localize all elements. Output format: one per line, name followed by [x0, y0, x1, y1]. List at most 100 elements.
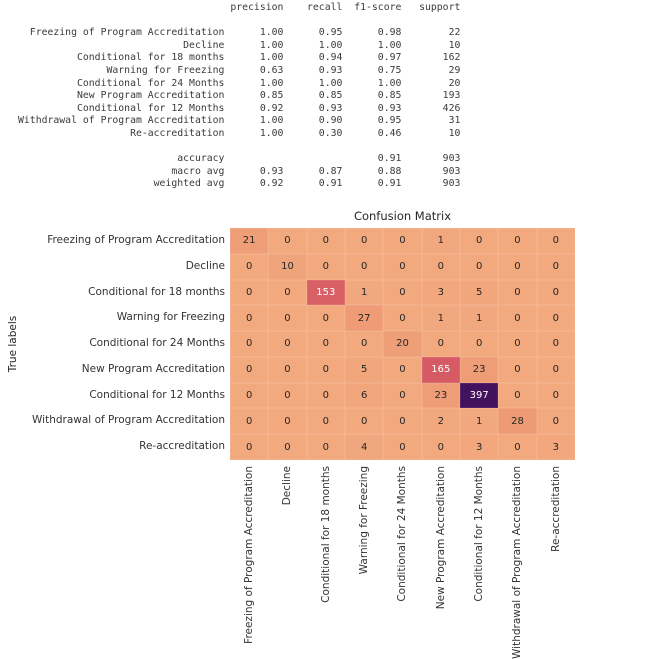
heatmap-cell: 3 — [421, 279, 460, 306]
heatmap-cell: 0 — [306, 356, 345, 383]
y-tick-label: Warning for Freezing — [116, 311, 225, 324]
heatmap-cell: 0 — [383, 279, 422, 306]
heatmap-cell: 0 — [268, 331, 307, 357]
heatmap-cell: 1 — [421, 305, 460, 332]
heatmap-cell: 1 — [459, 408, 499, 435]
x-tick-label-text: Decline — [281, 466, 294, 506]
x-tick-labels: Freezing of Program Accreditation Decline… — [230, 466, 575, 659]
heatmap-cell: 0 — [383, 305, 422, 332]
x-tick-label-text: Conditional for 18 months — [319, 466, 332, 603]
x-tick-label: Freezing of Program Accreditation — [230, 466, 268, 659]
heatmap-cell: 0 — [536, 253, 575, 280]
heatmap-cell: 3 — [459, 434, 499, 460]
heatmap-cell: 0 — [498, 253, 537, 280]
heatmap-cell: 0 — [306, 253, 345, 280]
heatmap-cell: 4 — [344, 434, 384, 460]
y-tick-label: Re-accreditation — [139, 440, 225, 453]
heatmap-cell: 0 — [383, 434, 422, 460]
heatmap-cell: 3 — [536, 434, 575, 460]
heatmap-cell: 5 — [459, 279, 499, 306]
confusion-matrix-heatmap: 21 0 0 0 0 1 0 0 0 0 10 0 0 0 0 0 0 0 0 0 153 1 0 3 5 0 0 0 0 0 27 0 1 1 0… — [230, 228, 575, 460]
heatmap-cell: 0 — [344, 228, 384, 254]
heatmap-cell: 0 — [498, 356, 537, 383]
heatmap-cell: 0 — [536, 408, 575, 435]
heatmap-cell: 0 — [230, 253, 269, 280]
heatmap-cell: 0 — [306, 331, 345, 357]
heatmap-cell: 5 — [344, 356, 384, 383]
heatmap-cell: 0 — [498, 331, 537, 357]
heatmap-cell: 0 — [383, 356, 422, 383]
y-tick-label: New Program Accreditation — [81, 362, 225, 375]
heatmap-cell: 0 — [459, 228, 499, 254]
heatmap-cell: 0 — [230, 331, 269, 357]
heatmap-cell: 0 — [536, 331, 575, 357]
heatmap-cell: 0 — [230, 408, 269, 435]
heatmap-cell: 0 — [230, 279, 269, 306]
x-tick-label-text: Conditional for 12 Months — [473, 466, 486, 602]
heatmap-cell: 0 — [268, 408, 307, 435]
x-tick-label: Re-accreditation — [537, 466, 575, 659]
heatmap-cell: 2 — [421, 408, 460, 435]
x-tick-label-text: Re-accreditation — [549, 466, 562, 552]
x-tick-label-text: New Program Accreditation — [434, 466, 447, 610]
heatmap-cell: 0 — [230, 434, 269, 460]
heatmap-cell: 0 — [306, 408, 345, 435]
y-tick-label: Withdrawal of Program Accreditation — [32, 414, 225, 427]
heatmap-cell: 165 — [421, 356, 460, 383]
heatmap-cell: 0 — [268, 228, 307, 254]
x-tick-label-text: Conditional for 24 Months — [396, 466, 409, 602]
heatmap-cell: 20 — [383, 331, 422, 357]
classification-report: precision recall f1-score support Freezi… — [18, 2, 461, 190]
y-tick-label: Conditional for 18 months — [88, 285, 225, 298]
x-tick-label-text: Warning for Freezing — [358, 466, 371, 575]
heatmap-cell: 0 — [498, 434, 537, 460]
heatmap-cell: 0 — [536, 279, 575, 306]
heatmap-cell: 1 — [344, 279, 384, 306]
heatmap-cell: 0 — [536, 356, 575, 383]
heatmap-cell: 28 — [498, 408, 537, 435]
heatmap-cell: 0 — [498, 382, 537, 409]
heatmap-cell: 0 — [383, 382, 422, 409]
x-tick-label: Decline — [268, 466, 306, 659]
heatmap-cell: 10 — [268, 253, 307, 280]
heatmap-cell: 0 — [268, 305, 307, 332]
heatmap-cell: 21 — [230, 228, 269, 254]
x-tick-label: Conditional for 18 months — [307, 466, 345, 659]
heatmap-cell: 0 — [306, 434, 345, 460]
heatmap-cell: 23 — [459, 356, 499, 383]
x-tick-label: New Program Accreditation — [422, 466, 460, 659]
heatmap-cell: 6 — [344, 382, 384, 409]
x-tick-label: Withdrawal of Program Accreditation — [498, 466, 536, 659]
heatmap-cell: 0 — [498, 279, 537, 306]
heatmap-cell: 1 — [459, 305, 499, 332]
heatmap-cell: 0 — [268, 382, 307, 409]
heatmap-cell: 1 — [421, 228, 460, 254]
x-tick-label: Warning for Freezing — [345, 466, 383, 659]
heatmap-cell: 0 — [421, 434, 460, 460]
y-tick-label: Decline — [185, 259, 225, 272]
heatmap-cell: 0 — [498, 228, 537, 254]
x-tick-label-text: Withdrawal of Program Accreditation — [511, 466, 524, 659]
heatmap-cell: 0 — [459, 253, 499, 280]
heatmap-cell: 0 — [306, 228, 345, 254]
heatmap-cell: 0 — [230, 356, 269, 383]
heatmap-cell: 0 — [421, 253, 460, 280]
heatmap-cell: 0 — [383, 253, 422, 280]
heatmap-cell: 0 — [230, 305, 269, 332]
heatmap-cell: 0 — [268, 434, 307, 460]
x-tick-label: Conditional for 12 Months — [460, 466, 498, 659]
heatmap-cell: 153 — [306, 279, 345, 306]
heatmap-cell: 0 — [498, 305, 537, 332]
heatmap-cell: 0 — [459, 331, 499, 357]
heatmap-cell: 23 — [421, 382, 460, 409]
heatmap-cell: 0 — [344, 331, 384, 357]
heatmap-cell: 0 — [268, 356, 307, 383]
x-tick-label-text: Freezing of Program Accreditation — [243, 466, 256, 644]
heatmap-cell: 0 — [344, 408, 384, 435]
heatmap-cell: 0 — [536, 228, 575, 254]
heatmap-cell: 0 — [421, 331, 460, 357]
y-tick-labels: Freezing of Program Accreditation Decline… — [0, 228, 225, 460]
y-tick-label: Freezing of Program Accreditation — [47, 234, 225, 246]
heatmap-cell: 0 — [536, 305, 575, 332]
